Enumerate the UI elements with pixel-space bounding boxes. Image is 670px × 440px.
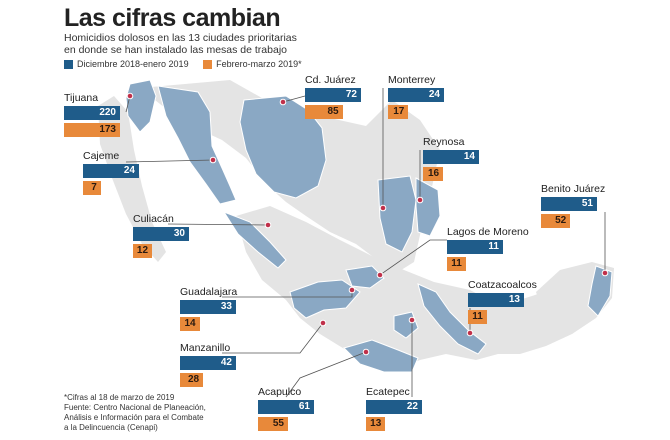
marker-tijuana	[126, 92, 134, 100]
subtitle-line: Homicidios dolosos en las 13 ciudades pr…	[64, 32, 297, 44]
marker-coatzacoalcos	[466, 329, 474, 337]
region-chihuahua	[239, 95, 327, 199]
city-label-guadalajara: Guadalajara	[180, 286, 238, 298]
city-label-monterrey: Monterrey	[388, 74, 436, 86]
city-markers	[126, 92, 609, 356]
bar-series1-coatzacoalcos: 13	[468, 293, 524, 307]
footnote-line: *Cifras al 18 de marzo de 2019	[64, 393, 175, 402]
marker-culiacan	[264, 221, 272, 229]
bar-series2-ecatepec: 13	[366, 417, 386, 431]
marker-guadalajara	[348, 286, 356, 294]
legend-swatch-series1	[64, 59, 73, 69]
city-label-cajeme: Cajeme	[83, 150, 120, 162]
highlighted-regions	[125, 79, 613, 373]
connector-culiacan	[167, 223, 269, 226]
city-label-coatzacoalcos: Coatzacoalcos	[468, 279, 537, 291]
footnote-line: Análisis e Información para el Combate	[64, 413, 204, 422]
bar-series2-culiacan: 12	[133, 244, 153, 258]
bar-series2-acapulco: 55	[258, 417, 288, 431]
connector-lagos-de-moreno	[379, 239, 447, 276]
footnote: *Cifras al 18 de marzo de 2019 Fuente: C…	[64, 393, 264, 433]
bar-series2-cajeme: 7	[83, 181, 101, 195]
marker-cajeme	[209, 156, 217, 164]
bar-series1-tijuana: 220	[64, 106, 120, 120]
bar-series1-monterrey: 24	[388, 88, 444, 102]
region-tamaulipas	[415, 177, 441, 237]
city-label-cd-juarez: Cd. Juárez	[305, 74, 356, 86]
region-jalisco	[289, 279, 361, 319]
bar-series1-acapulco: 61	[258, 400, 314, 414]
region-baja-california	[125, 79, 157, 133]
legend: Diciembre 2018-enero 2019 Febrero-marzo …	[64, 59, 314, 71]
bar-series1-cajeme: 24	[83, 164, 139, 178]
legend-item-series2: Febrero-marzo 2019*	[203, 59, 302, 69]
marker-ecatepec	[408, 316, 416, 324]
subtitle-line: en donde se han instalado las mesas de t…	[64, 44, 287, 56]
bar-series2-guadalajara: 14	[180, 317, 200, 331]
connector-manzanillo	[222, 322, 324, 354]
legend-swatch-series2	[203, 59, 213, 69]
connector-cajeme	[125, 159, 214, 163]
marker-manzanillo	[319, 319, 327, 327]
legend-label-series2: Febrero-marzo 2019*	[216, 59, 302, 69]
legend-item-series1: Diciembre 2018-enero 2019	[64, 59, 189, 69]
bar-series1-ecatepec: 22	[366, 400, 422, 414]
footnote-line: Fuente: Centro Nacional de Planeación,	[64, 403, 206, 412]
city-label-reynosa: Reynosa	[423, 136, 465, 148]
marker-reynosa	[416, 196, 424, 204]
city-label-tijuana: Tijuana	[64, 92, 99, 104]
bar-series2-cd-juarez: 85	[305, 105, 343, 119]
city-label-manzanillo: Manzanillo	[180, 342, 231, 354]
city-label-ecatepec: Ecatepec	[366, 386, 410, 398]
city-label-culiacan: Culiacán	[133, 213, 174, 225]
city-label-acapulco: Acapulco	[258, 386, 302, 398]
bar-series2-benito-juarez: 52	[541, 214, 571, 228]
bar-series1-culiacan: 30	[133, 227, 189, 241]
bar-series1-reynosa: 14	[423, 150, 479, 164]
bar-series2-coatzacoalcos: 11	[468, 310, 487, 324]
bar-series2-reynosa: 16	[423, 167, 444, 181]
region-guanajuato	[345, 265, 385, 289]
marker-benito-juarez	[601, 269, 609, 277]
region-sinaloa	[222, 210, 287, 269]
region-guerrero	[343, 339, 419, 373]
region-nuevo-leon	[377, 175, 417, 253]
region-quintana-roo	[587, 265, 613, 317]
bar-series1-manzanillo: 42	[180, 356, 236, 370]
bar-series1-guadalajara: 33	[180, 300, 236, 314]
bar-series2-lagos-de-moreno: 11	[447, 257, 466, 271]
bar-series2-tijuana: 173	[64, 123, 120, 137]
chart-subtitle: Homicidios dolosos en las 13 ciudades pr…	[64, 32, 324, 56]
bar-series1-benito-juarez: 51	[541, 197, 597, 211]
bar-series1-cd-juarez: 72	[305, 88, 361, 102]
connector-cd-juarez	[282, 95, 306, 103]
region-sonora	[157, 85, 237, 205]
marker-cd-juarez	[279, 98, 287, 106]
land-baja	[98, 96, 166, 262]
chart-title: Las cifras cambian	[64, 4, 281, 32]
region-veracruz	[417, 283, 487, 355]
city-label-lagos-de-moreno: Lagos de Moreno	[447, 226, 529, 238]
marker-monterrey	[379, 204, 387, 212]
footnote-line: a la Delincuencia (Cenapi)	[64, 423, 158, 432]
connector-acapulco	[285, 351, 367, 398]
bar-series1-lagos-de-moreno: 11	[447, 240, 503, 254]
marker-lagos-de-moreno	[376, 271, 384, 279]
bar-series2-monterrey: 17	[388, 105, 409, 119]
bar-series2-manzanillo: 28	[180, 373, 204, 387]
marker-acapulco	[362, 348, 370, 356]
legend-label-series1: Diciembre 2018-enero 2019	[77, 59, 189, 69]
city-label-benito-juarez: Benito Juárez	[541, 183, 606, 195]
